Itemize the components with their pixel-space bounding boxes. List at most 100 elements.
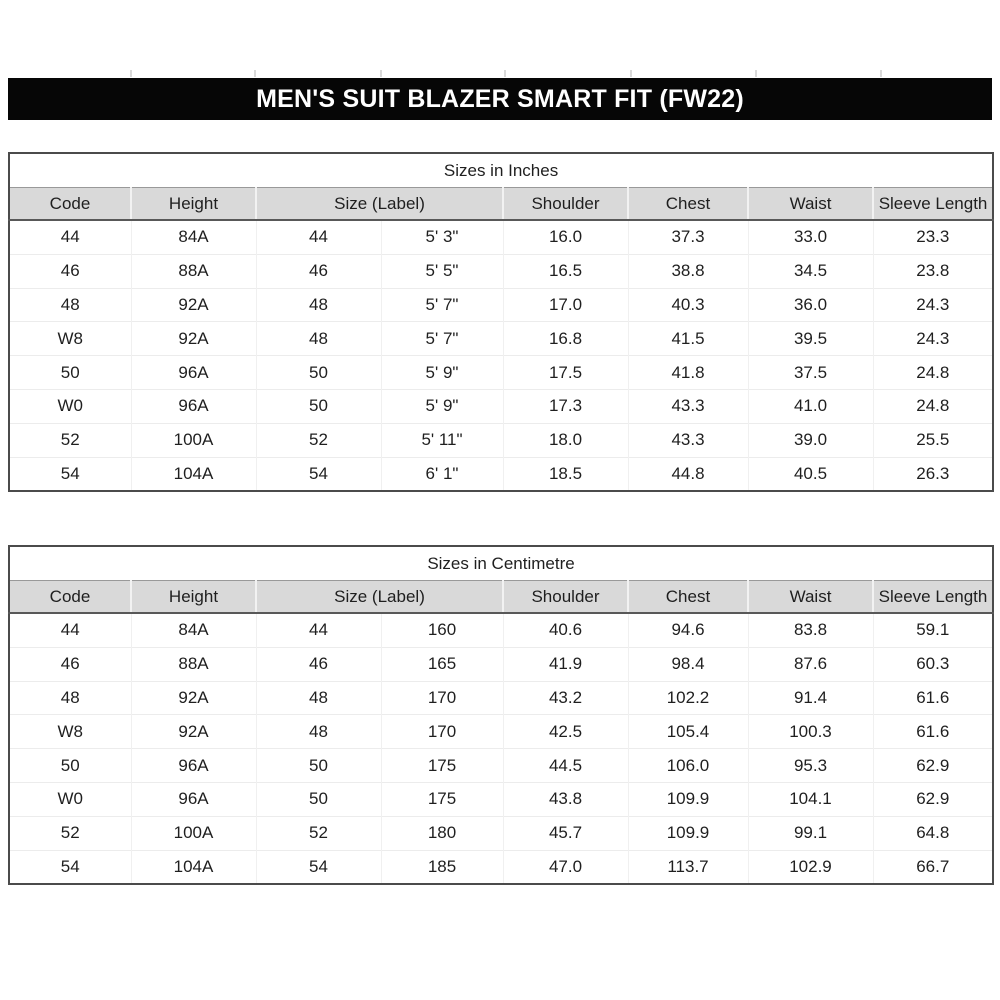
table-cell: 6' 1" <box>380 456 503 492</box>
table-cell: 26.3 <box>872 456 994 492</box>
table-title: Sizes in Inches <box>9 153 994 188</box>
table-cell: 25.5 <box>872 422 994 458</box>
table-cell: 46 <box>255 253 381 289</box>
table-cell: 44.5 <box>502 748 628 783</box>
tick-mark <box>630 70 632 77</box>
table-cell: 39.5 <box>747 321 873 356</box>
header-cell-chest: Chest <box>627 187 748 221</box>
table-cell: 100A <box>130 422 256 458</box>
table-row: 44 84A 44 160 40.6 94.6 83.8 59.1 <box>9 612 994 648</box>
table-row: 50 96A 50 5' 9" 17.5 41.8 37.5 24.8 <box>9 355 994 390</box>
table-cell: 42.5 <box>502 714 628 749</box>
table-cell: 170 <box>380 680 503 715</box>
table-cell: 46 <box>9 253 131 289</box>
table-cell: 66.7 <box>872 849 994 885</box>
table-cell: 48 <box>255 714 381 749</box>
table-row: 48 92A 48 170 43.2 102.2 91.4 61.6 <box>9 680 994 715</box>
table-cell: 50 <box>255 781 381 817</box>
table-cell: 102.2 <box>627 680 748 715</box>
header-cell-size-label: Size (Label) <box>255 187 503 221</box>
table-cell: 105.4 <box>627 714 748 749</box>
table-cell: 92A <box>130 287 256 322</box>
table-cell: 24.8 <box>872 388 994 424</box>
table-cell: 50 <box>255 355 381 390</box>
table-cell: 16.0 <box>502 219 628 255</box>
table-cell: 104A <box>130 456 256 492</box>
table-cell: W8 <box>9 714 131 749</box>
table-cell: 102.9 <box>747 849 873 885</box>
table-cell: 64.8 <box>872 815 994 851</box>
table-cell: 39.0 <box>747 422 873 458</box>
table-cell: 34.5 <box>747 253 873 289</box>
table-cell: 5' 7" <box>380 287 503 322</box>
table-cell: 50 <box>9 748 131 783</box>
table-cell: 17.3 <box>502 388 628 424</box>
table-row: 48 92A 48 5' 7" 17.0 40.3 36.0 24.3 <box>9 287 994 322</box>
table-cell: 48 <box>9 287 131 322</box>
table-row: W8 92A 48 5' 7" 16.8 41.5 39.5 24.3 <box>9 321 994 356</box>
table-cell: 37.3 <box>627 219 748 255</box>
header-cell-sleeve-length: Sleeve Length <box>871 580 994 614</box>
table-cell: 43.2 <box>502 680 628 715</box>
table-cell: 5' 7" <box>380 321 503 356</box>
table-cell: 50 <box>9 355 131 390</box>
table-cell: 50 <box>255 388 381 424</box>
table-cell: 37.5 <box>747 355 873 390</box>
table-cell: 54 <box>9 849 131 885</box>
header-cell-height: Height <box>130 580 256 614</box>
header-cell-waist: Waist <box>747 187 873 221</box>
table-cell: 104.1 <box>747 781 873 817</box>
table-row: 54 104A 54 6' 1" 18.5 44.8 40.5 26.3 <box>9 456 994 492</box>
table-cell: 16.5 <box>502 253 628 289</box>
table-cell: 96A <box>130 355 256 390</box>
table-cell: 109.9 <box>627 781 748 817</box>
table-cell: 95.3 <box>747 748 873 783</box>
table-cell: 54 <box>9 456 131 492</box>
header-cell-height: Height <box>130 187 256 221</box>
table-cell: 43.8 <box>502 781 628 817</box>
table-cell: 96A <box>130 781 256 817</box>
table-cell: 165 <box>380 646 503 682</box>
table-cell: 160 <box>380 612 503 648</box>
table-cell: W0 <box>9 781 131 817</box>
table-cell: 62.9 <box>872 781 994 817</box>
header-cell-size-label: Size (Label) <box>255 580 503 614</box>
table-cell: 170 <box>380 714 503 749</box>
sizes-in-inches-table-container: Sizes in Inches Code Height Size (Label) Sho… <box>8 152 995 493</box>
table-cell: 5' 3" <box>380 219 503 255</box>
table-cell: 33.0 <box>747 219 873 255</box>
sizes-in-centimetre-table-container: Sizes in Centimetre Code Height Size (Label… <box>8 545 995 886</box>
table-row: 44 84A 44 5' 3" 16.0 37.3 33.0 23.3 <box>9 219 994 255</box>
tick-mark <box>504 70 506 77</box>
table-cell: 48 <box>9 680 131 715</box>
table-title-row: Sizes in Inches <box>9 153 994 188</box>
tick-mark <box>130 70 132 77</box>
table-cell: 104A <box>130 849 256 885</box>
table-cell: 16.8 <box>502 321 628 356</box>
table-cell: 40.6 <box>502 612 628 648</box>
table-cell: 44 <box>255 219 381 255</box>
table-row: W0 96A 50 175 43.8 109.9 104.1 62.9 <box>9 781 994 817</box>
sizes-in-inches-table: Sizes in Inches Code Height Size (Label) Sho… <box>8 152 995 493</box>
table-cell: 175 <box>380 748 503 783</box>
table-cell: 52 <box>9 422 131 458</box>
table-cell: 98.4 <box>627 646 748 682</box>
table-cell: 48 <box>255 321 381 356</box>
table-cell: 47.0 <box>502 849 628 885</box>
table-cell: 83.8 <box>747 612 873 648</box>
table-cell: 94.6 <box>627 612 748 648</box>
table-cell: 88A <box>130 253 256 289</box>
table-cell: 5' 9" <box>380 388 503 424</box>
tick-mark <box>880 70 882 77</box>
table-row: 52 100A 52 5' 11" 18.0 43.3 39.0 25.5 <box>9 422 994 458</box>
table-cell: 45.7 <box>502 815 628 851</box>
table-cell: 96A <box>130 748 256 783</box>
table-cell: 36.0 <box>747 287 873 322</box>
table-row: W8 92A 48 170 42.5 105.4 100.3 61.6 <box>9 714 994 749</box>
table-title-row: Sizes in Centimetre <box>9 546 994 581</box>
header-cell-sleeve-length: Sleeve Length <box>871 187 994 221</box>
table-cell: 41.0 <box>747 388 873 424</box>
table-cell: 41.9 <box>502 646 628 682</box>
table-header-row: Code Height Size (Label) Shoulder Chest Waist… <box>9 187 994 221</box>
